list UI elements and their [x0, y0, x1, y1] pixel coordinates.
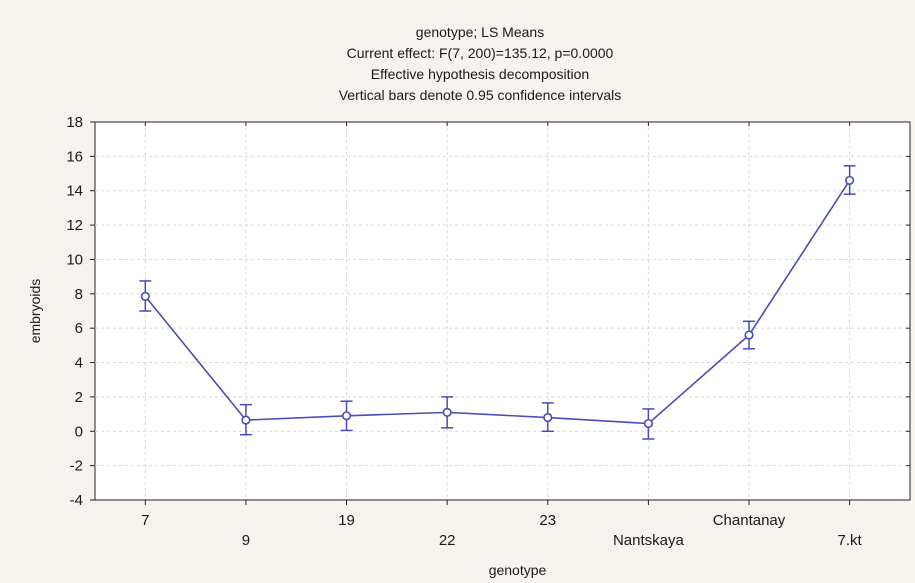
- x-tick-label: 23: [539, 512, 556, 529]
- x-tick-label: 7: [141, 512, 149, 529]
- x-tick-label: Chantanay: [713, 512, 786, 529]
- series: [139, 165, 856, 440]
- data-point: [241, 415, 251, 425]
- y-axis-ticks: 18 16 14 12 10 8 6 4 2 0 -2 -4: [66, 114, 910, 509]
- data-point: [643, 418, 653, 429]
- x-tick-label: 22: [439, 532, 456, 549]
- x-tick-label: 9: [242, 532, 250, 549]
- y-tick-label: 2: [75, 389, 83, 406]
- data-point: [442, 407, 452, 417]
- chart-title: genotype; LS Means Current effect: F(7, …: [339, 24, 622, 103]
- x-tick-label: 19: [338, 512, 355, 529]
- data-point: [543, 412, 553, 423]
- y-tick-label: 12: [66, 217, 83, 234]
- y-tick-label: 10: [66, 251, 83, 268]
- y-tick-label: 6: [75, 320, 83, 337]
- y-tick-label: 16: [66, 148, 83, 165]
- y-tick-label: 8: [75, 286, 83, 303]
- y-tick-label: 14: [66, 183, 83, 200]
- x-tick-label: Nantskaya: [613, 532, 685, 549]
- data-point: [140, 291, 150, 301]
- y-axis-label: embryoids: [27, 279, 43, 344]
- x-axis-label: genotype: [489, 562, 547, 578]
- y-tick-label: 0: [75, 423, 83, 440]
- title-line-3: Effective hypothesis decomposition: [371, 66, 589, 82]
- data-point: [744, 330, 754, 340]
- data-point: [845, 175, 855, 186]
- grid: [95, 122, 910, 500]
- y-tick-label: 18: [66, 114, 83, 131]
- plot-area: [94, 121, 911, 501]
- x-axis-ticks: 7 9 19 22 23 Nantskaya Chantanay 7.kt: [141, 122, 863, 549]
- y-tick-label: -4: [70, 492, 83, 509]
- title-line-4: Vertical bars denote 0.95 confidence int…: [339, 87, 622, 103]
- title-line-1: genotype; LS Means: [416, 24, 544, 40]
- title-line-2: Current effect: F(7, 200)=135.12, p=0.00…: [347, 45, 614, 61]
- y-tick-label: -2: [70, 458, 83, 475]
- data-point: [341, 411, 352, 421]
- y-tick-label: 4: [75, 355, 83, 372]
- series-line: [144, 179, 851, 425]
- x-tick-label: 7.kt: [838, 532, 863, 549]
